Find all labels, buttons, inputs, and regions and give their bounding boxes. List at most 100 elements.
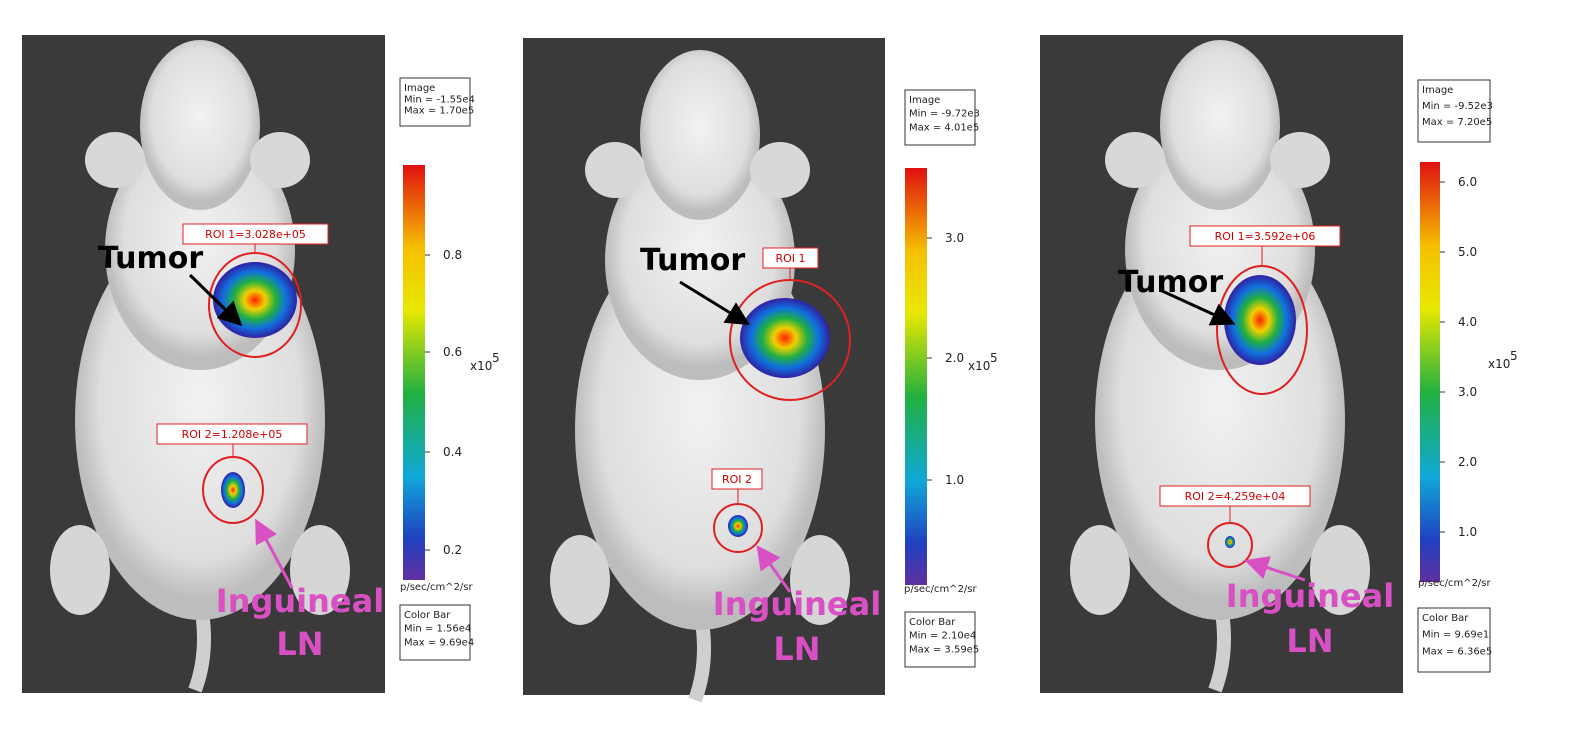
mouse-leg: [50, 525, 110, 615]
roi-label: ROI 1=3.592e+06: [1215, 230, 1316, 243]
image-info-max: Max = 7.20e5: [1422, 117, 1492, 128]
colorbar-unit: p/sec/cm^2/sr: [400, 582, 474, 593]
tumor-arrow: [679, 280, 751, 326]
ln-arrow: [756, 545, 792, 593]
tumor-arrow: [188, 273, 243, 327]
roi-label-box: [156, 423, 308, 445]
ln-label: LN: [276, 625, 323, 663]
mouse-head: [1160, 40, 1280, 210]
image-info-min: Min = -9.52e3: [1422, 101, 1493, 112]
colorbar-exponent: 5: [990, 351, 998, 365]
image-info-box: [399, 77, 471, 127]
colorbar-info-min: Min = 2.10e4: [909, 631, 976, 642]
signal-blob: [728, 515, 748, 537]
colorbar-info-box: [1417, 607, 1491, 673]
colorbar-tick-label: 5.0: [1458, 245, 1477, 259]
colorbar-tick-label: 3.0: [945, 231, 964, 245]
colorbar-tick-label: 3.0: [1458, 385, 1477, 399]
colorbar-tick-label: 2.0: [1458, 455, 1477, 469]
colorbar: [1420, 162, 1440, 582]
mouse-ear: [250, 132, 310, 188]
signal-blob: [1224, 275, 1296, 365]
colorbar-tick-label: 0.2: [443, 543, 462, 557]
tumor-arrow: [1159, 288, 1236, 326]
colorbar-tick-label: 6.0: [1458, 175, 1477, 189]
colorbar-info-title: Color Bar: [909, 617, 956, 628]
mouse-head: [640, 50, 760, 220]
ln-label: Inguineal: [1226, 577, 1394, 615]
image-info-title: Image: [404, 83, 435, 94]
colorbar-exponent: 5: [1510, 349, 1518, 363]
colorbar-multiplier: x10: [1488, 357, 1510, 371]
colorbar-tick-label: 1.0: [945, 473, 964, 487]
signal-blob: [1225, 536, 1235, 548]
tumor-label: Tumor: [640, 243, 745, 278]
roi-label-box: [1189, 225, 1341, 247]
roi-label-box: [762, 247, 819, 269]
ln-label: Inguineal: [216, 582, 384, 620]
mouse-ear: [1270, 132, 1330, 188]
panel: ROI 1=3.028e+05 ROI 2=1.208e+05 Tumor Ingui…: [22, 35, 500, 693]
image-info-max: Max = 1.70e5: [404, 106, 474, 117]
image-info-min: Min = -9.72e3: [909, 109, 980, 120]
colorbar-tick-label: 2.0: [945, 351, 964, 365]
ln-label: Inguineal: [713, 585, 881, 623]
signal-blob: [221, 472, 245, 508]
mouse-ear: [85, 132, 145, 188]
colorbar-tick-label: 0.8: [443, 248, 462, 262]
mouse-leg: [1070, 525, 1130, 615]
colorbar-info-box: [904, 611, 976, 668]
colorbar-unit: p/sec/cm^2/sr: [904, 584, 978, 595]
tumor-label: Tumor: [98, 241, 203, 276]
image-info-max: Max = 4.01e5: [909, 122, 979, 133]
colorbar-tick-label: 4.0: [1458, 315, 1477, 329]
roi-label: ROI 2: [722, 473, 752, 486]
colorbar-tick-label: 0.4: [443, 445, 462, 459]
mouse-leg: [790, 535, 850, 625]
colorbar-multiplier: x10: [968, 359, 990, 373]
roi-label: ROI 2=1.208e+05: [182, 428, 283, 441]
mouse-head: [140, 40, 260, 210]
colorbar-info-box: [399, 604, 471, 661]
colorbar-info-title: Color Bar: [1422, 613, 1469, 624]
colorbar-info-max: Max = 3.59e5: [909, 644, 979, 655]
mouse-leg: [1310, 525, 1370, 615]
ln-label: LN: [1286, 622, 1333, 660]
signal-blob: [740, 298, 830, 378]
colorbar-info-min: Min = 9.69e1: [1422, 630, 1489, 641]
image-info-min: Min = -1.55e4: [404, 94, 475, 105]
colorbar-tick-label: 0.6: [443, 345, 462, 359]
image-info-title: Image: [909, 95, 940, 106]
mouse-ear: [750, 142, 810, 198]
colorbar-tick-label: 1.0: [1458, 525, 1477, 539]
mouse-leg: [550, 535, 610, 625]
roi-label: ROI 1: [775, 252, 805, 265]
mouse-ear: [585, 142, 645, 198]
colorbar-info-title: Color Bar: [404, 610, 451, 621]
ln-label: LN: [773, 630, 820, 668]
mouse-ear: [1105, 132, 1165, 188]
colorbar-info-max: Max = 6.36e5: [1422, 646, 1492, 657]
colorbar: [403, 165, 425, 580]
ln-arrow: [1244, 556, 1306, 582]
roi-label-box: [1159, 485, 1311, 507]
mouse-leg: [290, 525, 350, 615]
colorbar-unit: p/sec/cm^2/sr: [1418, 578, 1492, 589]
image-info-box: [1417, 79, 1491, 143]
roi-label-box: [711, 468, 763, 490]
colorbar-multiplier: x10: [470, 359, 492, 373]
roi-label: ROI 1=3.028e+05: [205, 228, 306, 241]
ln-arrow: [255, 518, 294, 589]
colorbar: [905, 168, 927, 585]
roi-label: ROI 2=4.259e+04: [1185, 490, 1286, 503]
colorbar-info-max: Max = 9.69e4: [404, 637, 474, 648]
image-info-box: [904, 89, 976, 146]
colorbar-exponent: 5: [492, 351, 500, 365]
image-info-title: Image: [1422, 85, 1453, 96]
signal-blob: [213, 262, 297, 338]
roi-label-box: [182, 223, 329, 245]
colorbar-info-min: Min = 1.56e4: [404, 624, 471, 635]
